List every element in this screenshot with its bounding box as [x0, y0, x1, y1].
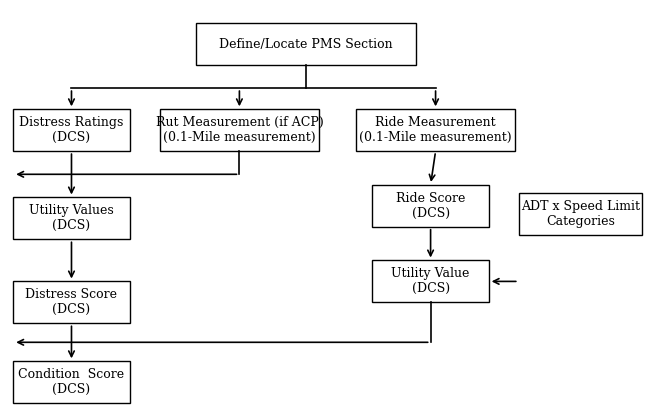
FancyBboxPatch shape [356, 109, 515, 151]
FancyBboxPatch shape [196, 23, 416, 65]
Text: Condition  Score
(DCS): Condition Score (DCS) [19, 368, 124, 396]
FancyBboxPatch shape [13, 281, 130, 323]
Text: Utility Values
(DCS): Utility Values (DCS) [29, 205, 114, 232]
FancyBboxPatch shape [13, 361, 130, 403]
Text: Ride Measurement
(0.1-Mile measurement): Ride Measurement (0.1-Mile measurement) [359, 116, 512, 144]
Text: Ride Score
(DCS): Ride Score (DCS) [396, 192, 465, 220]
Text: Utility Value
(DCS): Utility Value (DCS) [392, 268, 469, 295]
FancyBboxPatch shape [372, 260, 489, 302]
FancyBboxPatch shape [372, 185, 489, 227]
Text: Distress Score
(DCS): Distress Score (DCS) [25, 289, 118, 316]
FancyBboxPatch shape [13, 109, 130, 151]
FancyBboxPatch shape [160, 109, 319, 151]
FancyBboxPatch shape [519, 193, 642, 235]
Text: Rut Measurement (if ACP)
(0.1-Mile measurement): Rut Measurement (if ACP) (0.1-Mile measu… [156, 116, 323, 144]
Text: Distress Ratings
(DCS): Distress Ratings (DCS) [19, 116, 124, 144]
Text: ADT x Speed Limit
Categories: ADT x Speed Limit Categories [521, 200, 640, 228]
FancyBboxPatch shape [13, 197, 130, 239]
Text: Define/Locate PMS Section: Define/Locate PMS Section [219, 38, 393, 50]
